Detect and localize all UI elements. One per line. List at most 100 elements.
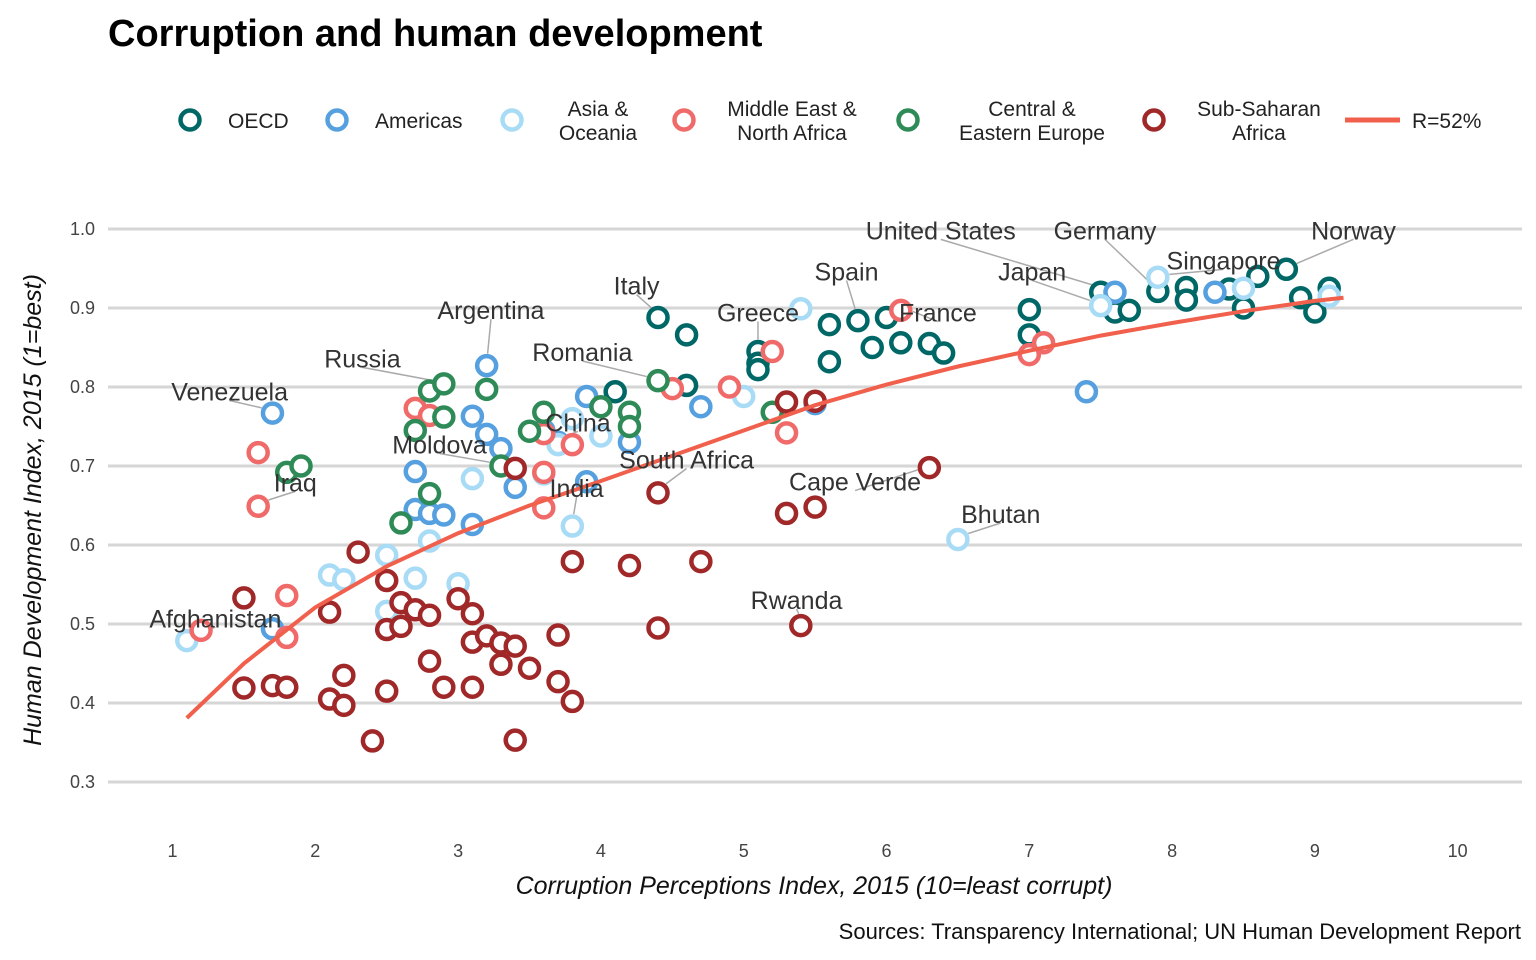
data-point <box>460 466 485 491</box>
leader-line <box>1031 279 1091 302</box>
label-bhutan: Bhutan <box>961 501 1040 529</box>
data-point <box>503 728 527 752</box>
label-afghanistan: Afghanistan <box>149 605 281 633</box>
label-moldova: Moldova <box>392 431 487 459</box>
data-point <box>546 669 570 694</box>
label-spain: Spain <box>815 258 879 286</box>
data-point <box>946 527 970 552</box>
data-point <box>503 475 527 500</box>
label-germany: Germany <box>1054 217 1157 245</box>
data-point <box>774 421 799 445</box>
data-point <box>846 308 870 333</box>
data-point <box>432 675 456 699</box>
data-point <box>1146 265 1170 289</box>
data-point <box>517 656 542 680</box>
data-point <box>403 566 428 590</box>
data-point <box>389 511 413 535</box>
leader-line <box>665 467 688 485</box>
data-point <box>1074 379 1099 404</box>
y-tick-label: 0.4 <box>70 693 95 713</box>
x-tick-label: 8 <box>1167 841 1177 861</box>
data-point <box>931 341 956 365</box>
legend-label: Eastern Europe <box>959 122 1105 145</box>
leader-line <box>1296 238 1354 265</box>
legend-item-fit: R=52% <box>1345 110 1481 133</box>
data-point <box>532 400 556 425</box>
x-tick-label: 5 <box>739 841 749 861</box>
legend-label: Africa <box>1232 122 1286 145</box>
data-point <box>789 613 813 638</box>
legend-label: Americas <box>375 110 463 133</box>
label-leader-lines <box>196 238 1354 635</box>
fit-curve <box>185 295 1344 720</box>
legend-label: Middle East & <box>727 98 857 121</box>
data-point <box>532 460 556 485</box>
leader-line <box>486 319 492 354</box>
legend-item-americas: Americas <box>325 108 463 133</box>
data-point <box>1203 280 1227 304</box>
data-point <box>232 586 256 610</box>
label-argentina: Argentina <box>437 297 544 325</box>
data-point <box>374 679 399 703</box>
leader-line <box>854 469 918 492</box>
data-point <box>232 676 256 700</box>
data-point <box>474 422 499 447</box>
y-tick-label: 0.8 <box>70 377 95 397</box>
data-point <box>817 349 842 374</box>
data-point <box>774 501 799 526</box>
data-point <box>460 404 485 428</box>
legend-item-asia-oceania: Asia &Oceania <box>500 98 637 145</box>
legend-label: Asia & <box>568 98 629 121</box>
data-point <box>1117 298 1142 323</box>
data-point <box>446 586 470 611</box>
legend-item-central-eastern-europe: Central &Eastern Europe <box>896 98 1105 145</box>
label-cape-verde: Cape Verde <box>789 469 921 497</box>
data-point <box>646 616 670 640</box>
data-point <box>689 549 713 574</box>
leader-line <box>582 360 647 378</box>
data-point <box>746 357 770 382</box>
data-point <box>389 614 413 639</box>
y-tick-label: 0.6 <box>70 535 95 555</box>
data-point <box>560 689 585 714</box>
data-point <box>289 454 313 478</box>
data-point <box>432 372 456 396</box>
data-point <box>1231 276 1256 300</box>
data-point <box>789 297 813 321</box>
y-tick-label: 0.9 <box>70 298 95 318</box>
data-point <box>817 312 842 337</box>
legend-label: OECD <box>228 110 289 133</box>
sources-caption: Sources: Transparency International; UN … <box>839 919 1521 944</box>
series-sub-saharan-africa <box>232 389 942 753</box>
leader-line <box>1104 238 1151 283</box>
data-point <box>646 481 670 505</box>
leader-line <box>636 294 652 309</box>
data-point <box>803 495 827 519</box>
data-point <box>760 339 785 364</box>
label-china: China <box>545 409 610 437</box>
data-point <box>417 481 442 506</box>
label-rwanda: Rwanda <box>751 587 843 615</box>
data-point <box>617 553 642 578</box>
data-point <box>417 649 442 673</box>
data-point <box>889 331 913 355</box>
leader-line <box>268 490 296 501</box>
legend-marker <box>178 108 202 132</box>
x-tick-label: 1 <box>167 841 177 861</box>
label-venezuela: Venezuela <box>171 379 288 407</box>
y-tick-label: 0.7 <box>70 456 95 476</box>
data-point <box>689 395 713 419</box>
data-point <box>432 503 456 527</box>
data-point <box>403 418 428 443</box>
data-point <box>274 675 299 699</box>
data-point <box>503 456 527 481</box>
data-point <box>774 390 799 414</box>
legend-fit-label: R=52% <box>1412 110 1481 133</box>
data-point <box>260 401 285 425</box>
data-point <box>603 379 627 404</box>
data-point <box>274 583 299 608</box>
label-iraq: Iraq <box>274 469 317 497</box>
x-tick-label: 7 <box>1024 841 1034 861</box>
leader-line <box>795 608 800 615</box>
data-point <box>1317 284 1341 308</box>
